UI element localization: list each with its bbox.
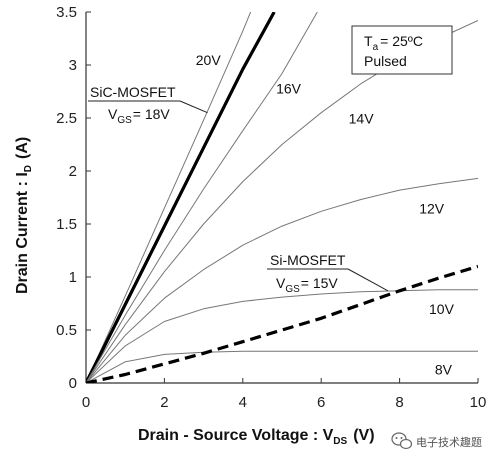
series-line-16v [86, 12, 318, 383]
si-device-name: Si-MOSFET [270, 252, 346, 268]
series-line-12v [86, 177, 478, 383]
conditions-box: Ta = 25ºC Pulsed [351, 25, 453, 75]
mode-label: Pulsed [364, 53, 407, 69]
curve-label: 16V [276, 81, 302, 97]
y-tick-label: 2.5 [56, 110, 77, 127]
x-axis-title: Drain - Source Voltage : VDS (V) [138, 427, 375, 447]
series-line-sic-mosfet-vgs-18v [86, 12, 276, 383]
x-tick-label: 10 [470, 394, 487, 411]
y-tick-label: 1.5 [56, 216, 77, 233]
curve-label: 14V [349, 110, 375, 126]
y-tick-label: 0.5 [56, 322, 77, 339]
si-callout: Si-MOSFET VGS= 15V [267, 252, 389, 295]
x-tick-label: 6 [317, 394, 325, 411]
x-tick-label: 4 [239, 394, 247, 411]
y-tick-label: 0 [69, 375, 77, 392]
curve-label: 12V [419, 200, 445, 216]
si-vgs-label: VGS= 15V [276, 275, 338, 295]
watermark-text: 电子技术趣题 [416, 435, 482, 449]
y-tick-label: 3.5 [56, 4, 77, 21]
series-line-8v [86, 350, 478, 383]
sic-vgs-label: VGS= 18V [108, 106, 170, 126]
y-axis-title: Drain Current : ID(A) [14, 137, 34, 294]
temperature-label: Ta = 25ºC [364, 33, 423, 53]
x-tick-label: 0 [82, 394, 90, 411]
x-tick-label: 8 [395, 394, 403, 411]
series-line-20v [86, 12, 252, 383]
series-line-si-mosfet-vgs-15v [86, 264, 478, 383]
series-line-10v [86, 289, 478, 383]
curve-label: 10V [429, 301, 455, 317]
sic-callout-leader [179, 100, 208, 114]
sic-callout: SiC-MOSFET VGS= 18V [88, 84, 208, 126]
curve-label: 8V [435, 362, 453, 378]
watermark: 电子技术趣题 [391, 432, 482, 450]
curve-label: 20V [196, 52, 222, 68]
x-tick-label: 2 [160, 394, 168, 411]
y-tick-label: 2 [69, 163, 77, 180]
wechat-icon [391, 432, 413, 450]
sic-device-name: SiC-MOSFET [90, 84, 176, 100]
y-tick-label: 1 [69, 269, 77, 286]
y-tick-label: 3 [69, 57, 77, 74]
si-callout-leader [347, 268, 389, 292]
